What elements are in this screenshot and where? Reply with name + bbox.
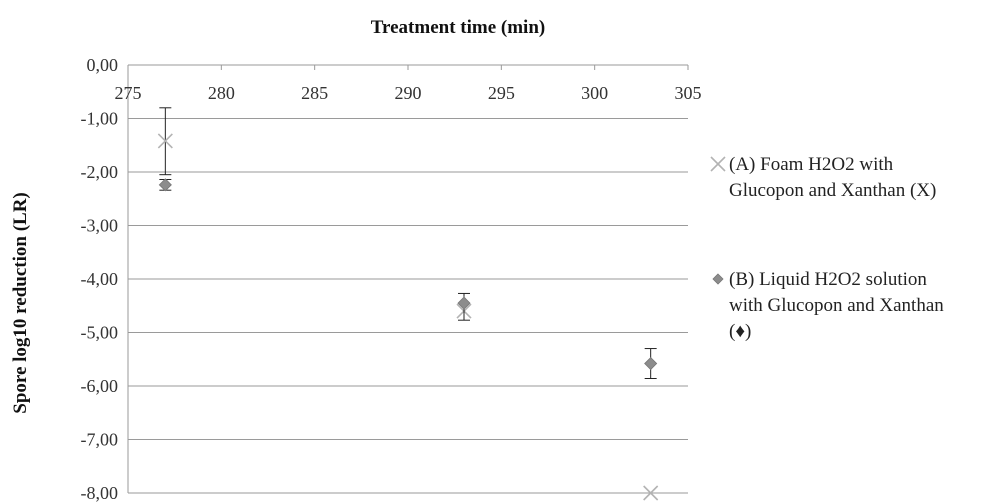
y-tick-label: 0,00: [87, 55, 119, 75]
legend-entry-b: (B) Liquid H2O2 solution with Glucopon an…: [712, 269, 944, 342]
x-tick-label: 300: [581, 83, 608, 103]
y-tick-label: -6,00: [81, 376, 119, 396]
y-tick-label: -3,00: [81, 216, 119, 236]
gridlines: [128, 118, 688, 494]
y-tick-label: -4,00: [81, 269, 119, 289]
series-b-point: [158, 178, 172, 192]
y-axis-title: Spore log10 reduction (LR): [10, 192, 31, 414]
tick-labels: 0,00 -1,00 -2,00 -3,00 -4,00 -5,00 -6,00 -7,00 -…: [81, 55, 702, 503]
x-tick-label: 305: [675, 83, 702, 103]
data-marks: [157, 107, 659, 501]
y-tick-label: -7,00: [81, 430, 119, 450]
y-tick-label: -8,00: [81, 483, 119, 503]
legend-label: with Glucopon and Xanthan: [729, 295, 944, 316]
x-tick-label: 295: [488, 83, 515, 103]
x-tick-label: 285: [301, 83, 328, 103]
x-axis-title: Treatment time (min): [371, 17, 545, 38]
y-tick-label: -1,00: [81, 109, 119, 129]
series-a-point: [643, 485, 659, 501]
series-b-point: [457, 296, 471, 310]
legend-label: (B) Liquid H2O2 solution: [729, 269, 927, 290]
x-tick-label: 290: [395, 83, 422, 103]
legend-label: (A) Foam H2O2 with: [729, 154, 894, 175]
legend-diamond-marker: [712, 273, 724, 285]
y-tick-label: -5,00: [81, 323, 119, 343]
legend-x-marker: [710, 156, 726, 172]
axes: [127, 64, 689, 493]
x-tick-label: 275: [115, 83, 142, 103]
legend: (A) Foam H2O2 with Glucopon and Xanthan (…: [710, 154, 944, 342]
y-tick-label: -2,00: [81, 162, 119, 182]
legend-label: (♦): [729, 321, 751, 342]
series-a-point: [157, 133, 173, 149]
series-b-point: [644, 356, 658, 371]
x-tick-label: 280: [208, 83, 235, 103]
legend-entry-a: (A) Foam H2O2 with Glucopon and Xanthan (…: [710, 154, 936, 201]
legend-label: Glucopon and Xanthan (X): [729, 180, 936, 201]
